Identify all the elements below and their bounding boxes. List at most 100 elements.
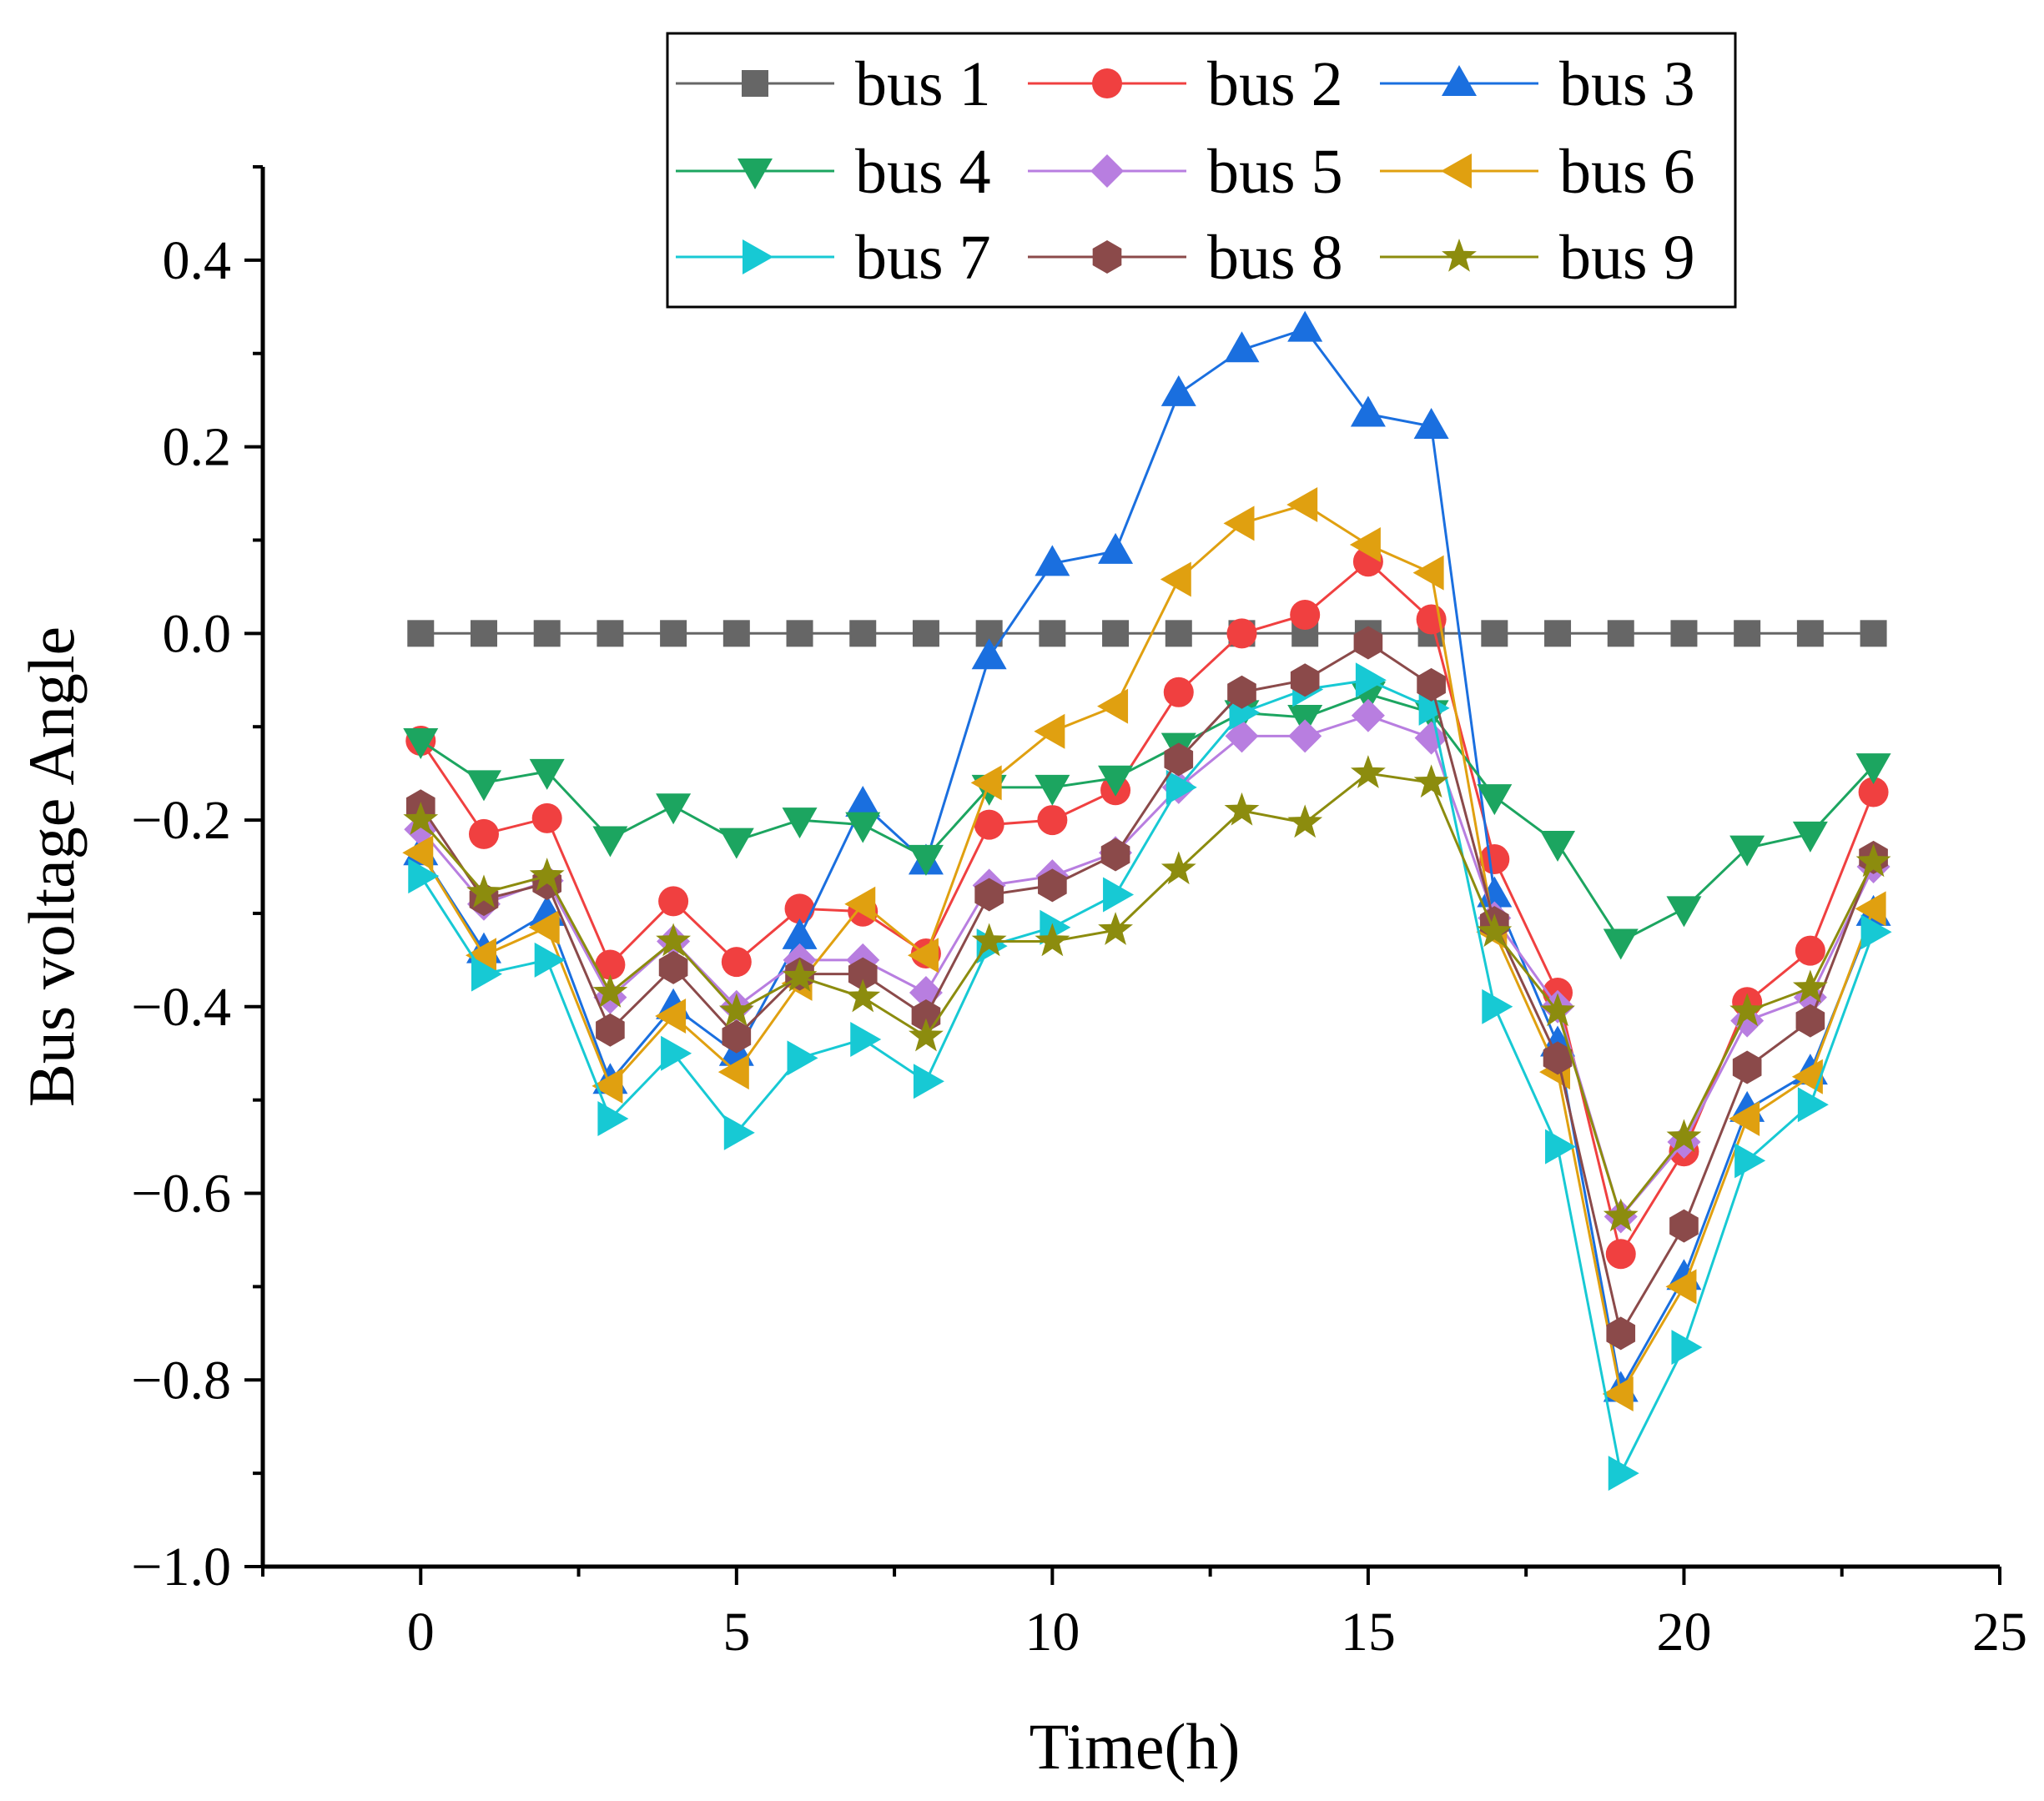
data-point-bus-6	[1602, 1376, 1634, 1412]
data-point-bus-7	[1355, 662, 1387, 698]
data-point-bus-2	[1290, 599, 1321, 630]
data-point-bus-9	[1160, 851, 1196, 885]
legend-item-bus-8: bus 8	[1028, 223, 1343, 293]
data-point-bus-9	[1350, 755, 1386, 788]
series-line-bus-8	[420, 641, 1875, 1337]
legend-label: bus 9	[1559, 223, 1695, 293]
data-point-bus-2	[1163, 677, 1194, 707]
data-point-bus-1	[912, 620, 939, 647]
legend-box	[666, 32, 1737, 309]
data-point-bus-9	[1666, 1119, 1702, 1153]
data-point-bus-1	[407, 620, 435, 647]
data-point-bus-6	[717, 1054, 749, 1090]
data-point-bus-4	[403, 727, 439, 759]
data-point-bus-6	[1097, 688, 1129, 724]
data-point-bus-5	[1351, 698, 1385, 732]
data-point-bus-1	[660, 620, 687, 647]
data-point-bus-4	[1540, 831, 1576, 863]
data-point-bus-9	[1287, 804, 1323, 838]
series-line-bus-9	[420, 772, 1875, 1220]
data-point-bus-7	[1671, 1330, 1703, 1366]
legend-item-bus-4: bus 4	[676, 137, 991, 207]
legend-item-bus-7: bus 7	[676, 223, 991, 293]
data-point-bus-4	[656, 793, 692, 825]
data-point-bus-1	[849, 620, 877, 647]
data-point-bus-7	[1734, 1143, 1766, 1179]
data-point-bus-4	[1035, 774, 1070, 806]
data-point-bus-3	[1035, 545, 1070, 576]
data-point-bus-9	[782, 958, 818, 992]
data-point-bus-8	[1353, 626, 1383, 660]
data-point-bus-1	[786, 620, 813, 647]
data-point-bus-2	[658, 886, 689, 917]
x-tick-label: 10	[1025, 1602, 1080, 1663]
data-point-bus-7	[1860, 914, 1892, 950]
data-point-bus-4	[908, 844, 944, 876]
data-point-bus-6	[1665, 1269, 1697, 1305]
data-point-bus-8	[1669, 1209, 1699, 1243]
legend-label: bus 7	[855, 223, 991, 293]
data-point-bus-2	[1858, 777, 1889, 807]
series-line-bus-5	[420, 714, 1875, 1220]
data-point-bus-2	[974, 809, 1004, 840]
data-point-bus-2	[468, 818, 499, 849]
legend-marker	[738, 158, 773, 189]
data-point-bus-4	[1666, 896, 1702, 928]
data-point-bus-8	[1417, 667, 1446, 702]
x-tick-label: 20	[1656, 1602, 1711, 1663]
data-point-bus-3	[1413, 407, 1449, 439]
data-point-bus-1	[1860, 620, 1887, 647]
data-point-bus-6	[1034, 713, 1065, 749]
data-point-bus-6	[1286, 486, 1318, 522]
legend-label: bus 3	[1559, 49, 1695, 119]
data-point-bus-1	[1670, 620, 1698, 647]
data-point-bus-2	[1479, 844, 1510, 875]
data-point-bus-1	[1481, 620, 1508, 647]
data-point-bus-7	[1165, 769, 1197, 805]
series-bus-5	[404, 698, 1890, 1234]
legend-item-bus-5: bus 5	[1028, 137, 1343, 207]
x-tick-label: 25	[1972, 1602, 2027, 1663]
data-point-bus-8	[596, 1013, 625, 1047]
data-point-bus-8	[1038, 868, 1067, 903]
data-point-bus-3	[1098, 532, 1134, 564]
legend-label: bus 4	[855, 137, 991, 207]
data-point-bus-9	[1603, 1198, 1639, 1232]
data-point-bus-7	[1545, 1129, 1577, 1165]
data-point-bus-4	[782, 807, 818, 839]
data-point-bus-1	[597, 620, 624, 647]
legend-marker	[1092, 240, 1122, 274]
y-tick-label: 0.0	[163, 603, 232, 664]
data-point-bus-9	[466, 874, 501, 908]
data-point-bus-2	[721, 947, 752, 978]
x-axis-title: Time(h)	[1030, 1710, 1241, 1783]
legend-item-bus-9: bus 9	[1380, 223, 1695, 293]
data-point-bus-6	[465, 938, 496, 973]
data-point-bus-1	[470, 620, 497, 647]
data-point-bus-7	[661, 1035, 692, 1071]
series-line-bus-6	[420, 503, 1875, 1398]
y-tick-label: 0.2	[163, 417, 232, 478]
legend-marker	[1090, 154, 1124, 188]
data-point-bus-4	[1855, 753, 1891, 785]
x-tick-label: 0	[407, 1602, 435, 1663]
legend-marker	[1441, 153, 1472, 189]
y-tick-label: −0.8	[131, 1350, 231, 1411]
data-point-bus-4	[466, 770, 501, 802]
data-point-bus-8	[1227, 675, 1256, 709]
y-axis-title: Bus voltage Angle	[15, 626, 88, 1107]
data-point-bus-7	[1103, 877, 1135, 913]
data-point-bus-6	[1791, 1059, 1823, 1094]
data-point-bus-8	[1795, 1004, 1825, 1038]
series-bus-9	[403, 755, 1891, 1232]
data-point-bus-2	[1795, 935, 1825, 966]
data-point-bus-6	[1160, 561, 1191, 597]
series-bus-8	[405, 626, 1888, 1351]
data-point-bus-2	[1037, 805, 1068, 836]
data-point-bus-7	[723, 1114, 755, 1150]
data-point-bus-1	[1607, 620, 1634, 647]
data-point-bus-2	[1226, 618, 1257, 649]
y-tick-label: 0.4	[163, 230, 232, 291]
data-point-bus-7	[471, 956, 502, 992]
legend-item-bus-6: bus 6	[1380, 137, 1695, 207]
